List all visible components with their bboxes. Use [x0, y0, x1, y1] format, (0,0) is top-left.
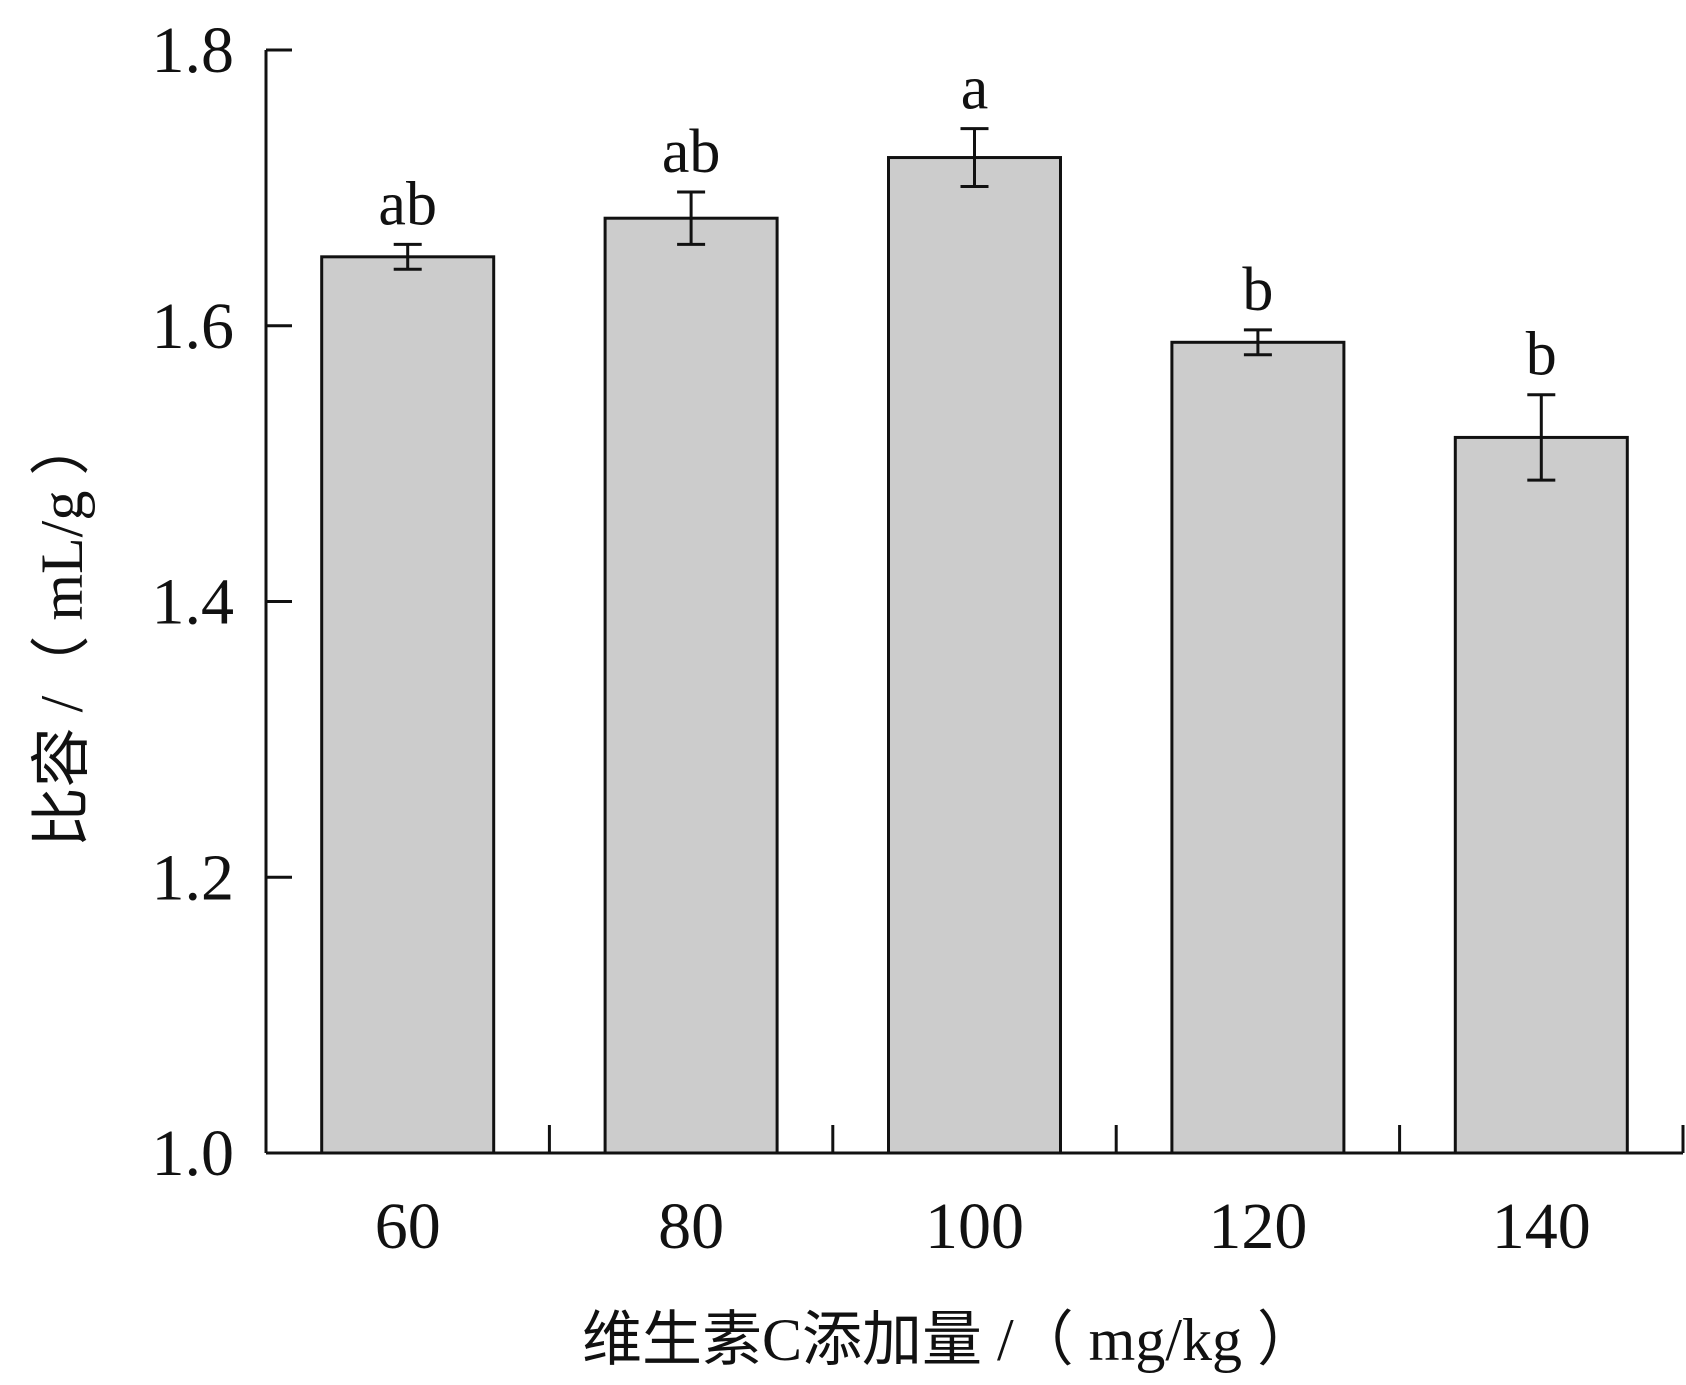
error-bar-120	[1243, 328, 1272, 357]
error-bars-layer	[393, 127, 1556, 482]
x-axis-title: 维生素C添加量 /（ mg/kg ）	[582, 1307, 1317, 1373]
labels-layer: 1.0 1.2 1.4 1.6 1.8 ab 60 ab 80 a 100 b 120 b 140	[152, 14, 1591, 1263]
error-bar-140	[1527, 393, 1556, 482]
x-tick-label-120: 120	[1208, 1190, 1307, 1263]
x-tick-label-80: 80	[658, 1190, 724, 1263]
bar-120	[1170, 340, 1346, 1155]
y-tick-label-2: 1.4	[152, 566, 235, 639]
y-axis-title: 比容 /（ mL/g ）	[29, 416, 95, 848]
significance-label-120: b	[1242, 256, 1273, 324]
error-bar-80	[677, 190, 706, 246]
significance-label-140: b	[1526, 321, 1557, 389]
error-bar-100	[960, 127, 989, 188]
x-tick-label-100: 100	[925, 1190, 1024, 1263]
y-tick-label-4: 1.8	[152, 14, 235, 87]
significance-label-100: a	[961, 55, 989, 123]
x-tick-label-140: 140	[1492, 1190, 1591, 1263]
y-tick-label-1: 1.2	[152, 841, 235, 914]
error-bar-60	[393, 242, 422, 271]
bar-80	[603, 216, 779, 1155]
x-tick-label-60: 60	[375, 1190, 441, 1263]
ticks-layer	[266, 48, 1685, 1155]
bar-140	[1453, 435, 1629, 1155]
bars-layer	[320, 156, 1629, 1155]
y-tick-label-3: 1.6	[152, 290, 235, 363]
significance-label-60: ab	[378, 170, 437, 238]
y-tick-label-0: 1.0	[152, 1117, 235, 1190]
bar-100	[887, 156, 1062, 1155]
bar-60	[320, 255, 496, 1155]
significance-label-80: ab	[662, 118, 721, 186]
